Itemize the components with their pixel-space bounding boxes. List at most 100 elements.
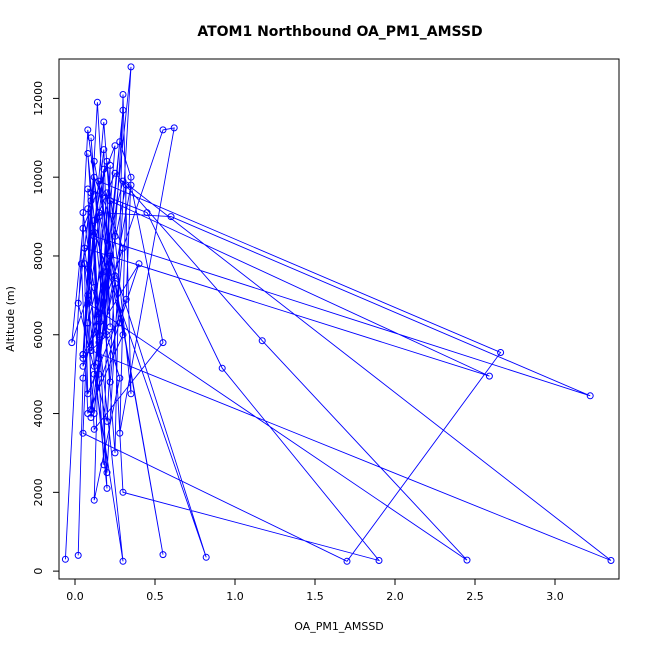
data-point [87,134,95,142]
data-point [100,268,108,276]
plot-frame [58,58,620,580]
data-point [90,217,98,224]
data-point [127,63,135,71]
data-point [68,339,76,347]
data-point [84,390,92,398]
data-point [106,378,114,386]
data-point [77,260,85,268]
data-point [90,362,98,370]
data-point [103,417,111,425]
data-point [135,260,143,268]
x-tick-label: 0.5 [146,590,164,603]
data-point [119,177,127,185]
y-axis-label: Altitude (m) [4,286,17,352]
data-point [218,364,226,372]
data-point [106,323,114,331]
data-point [84,205,92,213]
x-tick-label: 3.0 [546,590,564,603]
data-point [159,126,167,134]
data-point [122,295,130,303]
data-point [159,339,167,347]
x-axis: 0.0 0.5 1.0 1.5 2.0 2.5 3.0 [66,579,564,603]
series-layer [61,63,615,565]
x-tick-label: 2.0 [386,590,404,603]
x-tick-label: 1.0 [226,590,244,603]
y-axis: 0 2000 4000 6000 8000 10000 12000 [32,81,59,575]
data-point [90,496,98,504]
data-point [258,337,266,345]
data-point [607,557,615,564]
data-point [202,553,210,561]
data-point [90,157,98,165]
data-point [586,392,594,400]
data-point [119,331,127,339]
data-point [103,268,111,276]
data-point [84,150,92,157]
data-point [95,339,103,347]
data-point [116,138,124,146]
data-point [95,331,103,339]
data-point [119,244,127,252]
data-point [111,280,119,287]
x-tick-label: 0.0 [66,590,84,603]
data-point [95,177,103,185]
data-point [119,557,127,565]
data-point [84,319,92,327]
data-point [90,425,98,433]
data-point [116,429,124,437]
data-point [111,449,119,457]
data-point [74,299,82,307]
data-point [127,390,135,398]
data-point [84,291,92,299]
data-point [95,315,103,323]
y-tick-label: 4000 [32,400,45,428]
data-point [159,551,167,559]
x-tick-label: 2.5 [466,590,484,603]
y-tick-label: 10000 [32,160,45,195]
y-tick-label: 2000 [32,478,45,506]
data-point [90,284,98,291]
data-point [90,232,98,240]
y-tick-label: 6000 [32,321,45,349]
data-point [127,181,135,189]
data-point [95,213,103,221]
data-point [116,374,124,382]
x-tick-label: 1.5 [306,590,324,603]
data-point [90,173,98,181]
chart-title: ATOM1 Northbound OA_PM1_AMSSD [197,24,482,40]
data-point [111,142,119,150]
data-point [111,272,119,280]
data-point [106,161,114,169]
data-point [79,362,87,370]
data-point [463,556,471,564]
data-point [119,488,127,496]
data-point [485,372,493,380]
data-point [111,232,119,240]
data-point [93,98,101,106]
data-point [87,406,95,414]
data-point [100,165,108,173]
data-point [111,169,119,177]
data-point [87,347,95,354]
y-tick-label: 0 [32,568,45,575]
data-point [119,106,127,114]
data-point [79,224,87,232]
x-axis-label: OA_PM1_AMSSD [294,620,384,633]
data-point [106,197,114,205]
data-point [79,374,87,382]
data-point [95,370,103,378]
data-point [84,299,92,307]
data-point [81,260,89,268]
data-point [84,126,92,134]
data-point [143,209,151,217]
data-point [103,484,111,492]
series-line [64,66,612,562]
data-point [79,209,87,217]
data-point [167,213,175,221]
data-point [95,354,103,362]
data-point [100,461,108,469]
data-point [100,146,108,154]
data-point [127,173,135,181]
data-point [103,331,111,339]
